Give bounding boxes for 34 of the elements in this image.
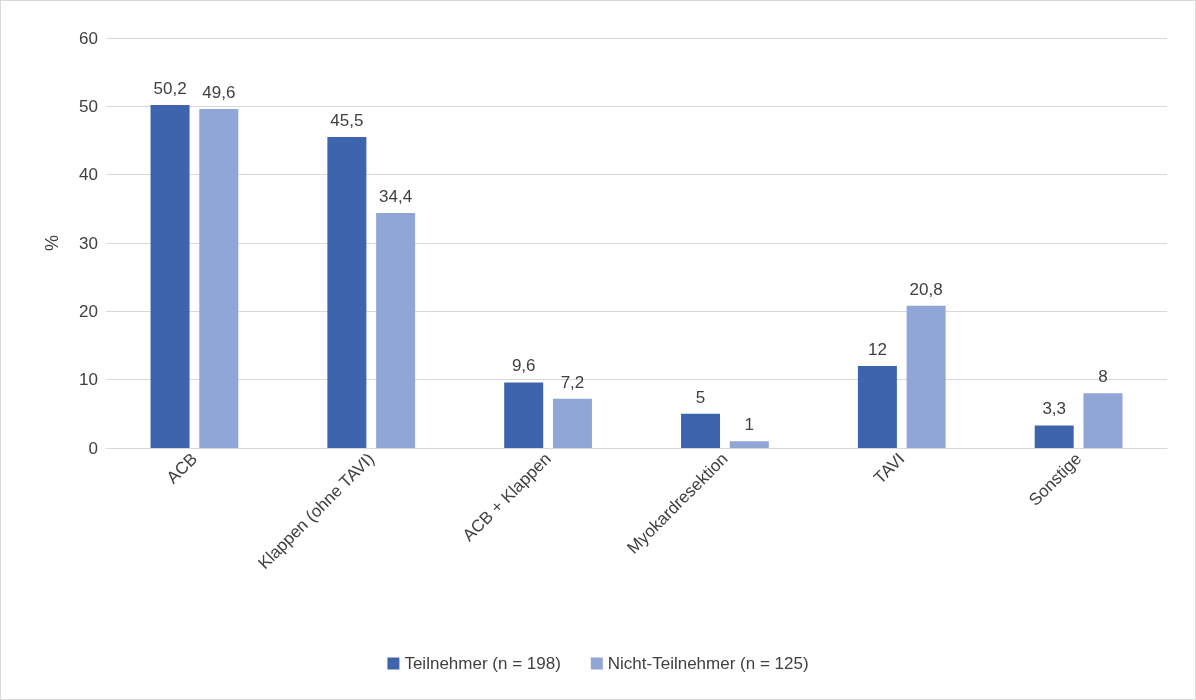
bar — [906, 305, 946, 448]
data-label: 49,6 — [202, 83, 236, 103]
data-label: 8 — [1098, 367, 1108, 387]
data-label: 9,6 — [511, 356, 536, 376]
data-label: 5 — [695, 387, 706, 407]
data-label: 3,3 — [1042, 399, 1067, 419]
bar — [504, 382, 544, 448]
data-label: 7,2 — [560, 372, 585, 392]
bar — [552, 398, 592, 448]
data-label: 1 — [744, 415, 755, 435]
y-tick-label: 0 — [88, 438, 98, 458]
data-label: 34,4 — [379, 186, 413, 206]
legend-label: Teilnehmer (n = 198) — [404, 654, 561, 673]
bar — [199, 109, 239, 448]
y-tick-label: 10 — [79, 370, 98, 390]
data-label: 12 — [867, 340, 887, 359]
bar — [150, 104, 190, 448]
bar — [729, 441, 769, 448]
bar — [376, 212, 416, 448]
y-tick-label: 30 — [79, 233, 98, 253]
data-label: 50,2 — [153, 78, 187, 98]
bar — [857, 366, 897, 448]
y-tick-label: 60 — [79, 28, 98, 48]
legend-label: Nicht-Teilnehmer (n = 125) — [607, 654, 809, 673]
y-tick-label: 20 — [79, 301, 98, 321]
y-tick-label: 40 — [79, 165, 98, 185]
bar — [1034, 425, 1074, 448]
bar — [681, 413, 721, 448]
data-label: 45,5 — [330, 111, 364, 131]
data-label: 20,8 — [909, 279, 943, 299]
y-axis-title: % — [42, 234, 62, 252]
y-tick-label: 50 — [79, 96, 98, 116]
bar — [327, 137, 367, 448]
bar — [1083, 393, 1123, 448]
